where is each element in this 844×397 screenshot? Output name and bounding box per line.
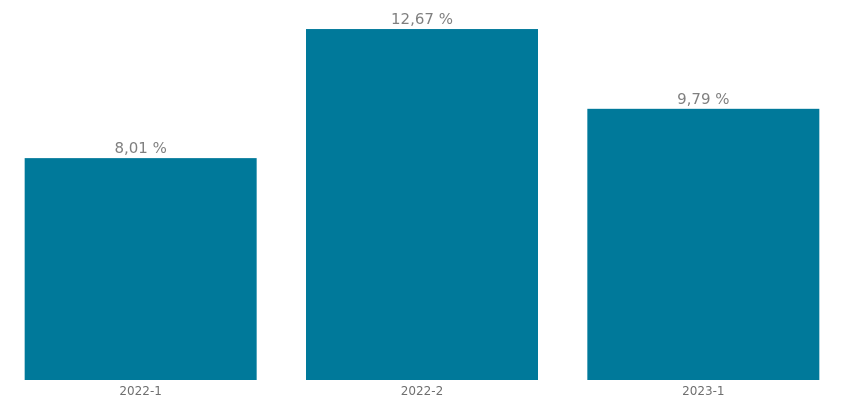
data-label-2023-1: 9,79 % xyxy=(677,90,729,108)
data-label-2022-2: 12,67 % xyxy=(391,10,453,28)
x-tick-label-2022-2: 2022-2 xyxy=(401,384,444,397)
x-tick-label-2022-1: 2022-1 xyxy=(119,384,162,397)
data-label-2022-1: 8,01 % xyxy=(114,139,166,157)
bar-2023-1[interactable] xyxy=(587,108,820,380)
bar-2022-1[interactable] xyxy=(24,158,257,380)
x-tick-label-2023-1: 2023-1 xyxy=(682,384,725,397)
bar-2022-2[interactable] xyxy=(306,29,538,380)
